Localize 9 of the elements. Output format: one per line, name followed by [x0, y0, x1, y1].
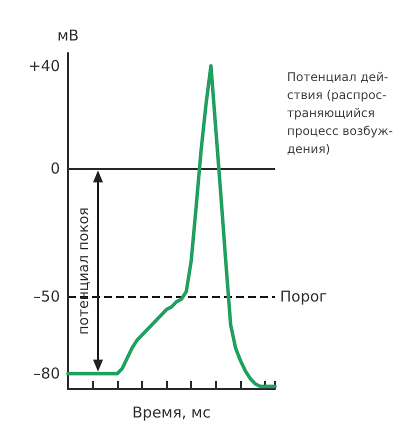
- y-tick-label: –80: [33, 364, 60, 383]
- ref-line-label: Порог: [280, 288, 328, 306]
- annotation: потенциал покоя: [76, 207, 92, 335]
- y-tick-label: +40: [28, 56, 60, 75]
- y-tick-label: –50: [33, 288, 60, 306]
- x-axis-title: Время, мс: [132, 404, 211, 422]
- y-tick-label: 0: [50, 159, 60, 178]
- text: Потенциал дей- ствия (распрос- траняющийся процесс возбуж- дения): [287, 70, 393, 156]
- y-axis-title: мВ: [57, 26, 79, 44]
